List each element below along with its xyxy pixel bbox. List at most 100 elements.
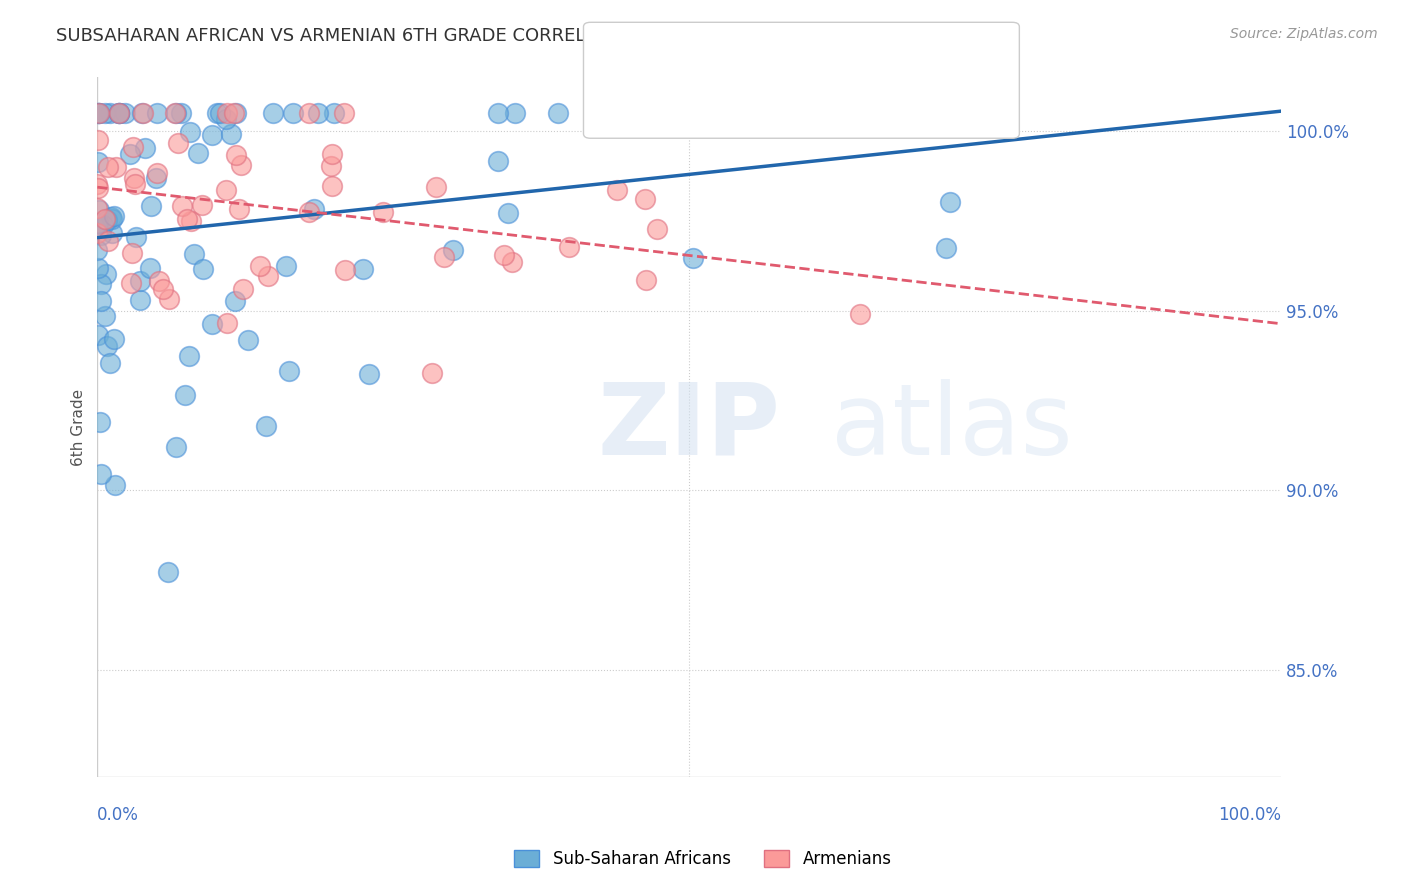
Y-axis label: 6th Grade: 6th Grade — [72, 389, 86, 466]
Point — [118, 147, 141, 161]
Point — [322, 106, 344, 120]
Point — [93, 219, 115, 233]
Point — [90, 228, 112, 243]
Point — [86, 201, 108, 215]
Point — [645, 222, 668, 236]
Legend: Sub-Saharan Africans, Armenians: Sub-Saharan Africans, Armenians — [508, 843, 898, 875]
Point — [165, 106, 187, 120]
Point — [276, 260, 298, 274]
Point — [187, 146, 209, 161]
Point — [606, 183, 628, 197]
Point — [183, 246, 205, 260]
Point — [225, 148, 247, 162]
Point — [93, 309, 115, 323]
Text: 0.0%: 0.0% — [97, 806, 139, 824]
Point — [90, 277, 112, 291]
Point — [225, 106, 247, 120]
Point — [359, 367, 381, 381]
Point — [321, 146, 343, 161]
Point — [145, 166, 167, 180]
Point — [205, 106, 228, 120]
Point — [321, 178, 343, 193]
Point — [148, 274, 170, 288]
Point — [557, 240, 579, 254]
Point — [96, 213, 118, 227]
Point — [100, 210, 122, 224]
Point — [193, 261, 215, 276]
Point — [486, 106, 509, 120]
Point — [224, 293, 246, 308]
Point — [87, 216, 110, 230]
Point — [215, 106, 238, 120]
Point — [335, 263, 357, 277]
Point — [120, 276, 142, 290]
Point — [298, 106, 321, 120]
Point — [87, 261, 110, 276]
Point — [503, 106, 526, 120]
Text: 100.0%: 100.0% — [1218, 806, 1281, 824]
Point — [319, 159, 342, 173]
Point — [96, 339, 118, 353]
Point — [97, 235, 120, 249]
Point — [547, 106, 569, 120]
Point — [167, 136, 190, 150]
Point — [87, 181, 110, 195]
Point — [236, 333, 259, 347]
Point — [105, 160, 128, 174]
Point — [103, 209, 125, 223]
Point — [165, 440, 187, 454]
Point — [121, 140, 143, 154]
Point — [169, 106, 191, 120]
Point — [201, 318, 224, 332]
Point — [682, 251, 704, 265]
Point — [935, 241, 957, 255]
Text: R =  0.256   N = 85: R = 0.256 N = 85 — [650, 52, 856, 70]
Point — [496, 205, 519, 219]
Point — [222, 106, 245, 120]
Point — [492, 248, 515, 262]
Point — [100, 226, 122, 240]
Text: atlas: atlas — [831, 379, 1073, 475]
Point — [125, 229, 148, 244]
Point — [121, 245, 143, 260]
Point — [433, 250, 456, 264]
Point — [87, 106, 110, 120]
Point — [163, 106, 186, 120]
Point — [828, 106, 851, 120]
Text: ZIP: ZIP — [598, 379, 780, 475]
Point — [87, 203, 110, 218]
Point — [441, 244, 464, 258]
Point — [86, 243, 108, 257]
Point — [371, 205, 394, 219]
Point — [176, 211, 198, 226]
Point — [219, 127, 242, 141]
Point — [228, 202, 250, 217]
Point — [86, 227, 108, 241]
Point — [90, 467, 112, 481]
Point — [134, 141, 156, 155]
Point — [146, 106, 169, 120]
Point — [129, 293, 152, 307]
Point — [262, 106, 284, 120]
Point — [86, 155, 108, 169]
Point — [170, 199, 193, 213]
Point — [215, 316, 238, 330]
Point — [420, 366, 443, 380]
Point — [94, 106, 117, 120]
Point — [232, 282, 254, 296]
Point — [124, 177, 146, 191]
Point — [281, 106, 304, 120]
Point — [307, 106, 329, 120]
Point — [215, 183, 238, 197]
Point — [333, 106, 356, 120]
Point — [152, 282, 174, 296]
Point — [131, 106, 153, 120]
Point — [486, 153, 509, 168]
Point — [249, 259, 271, 273]
Point — [352, 262, 374, 277]
Point — [179, 125, 201, 139]
Point — [108, 106, 131, 120]
Point — [201, 128, 224, 142]
Point — [122, 170, 145, 185]
Point — [191, 198, 214, 212]
